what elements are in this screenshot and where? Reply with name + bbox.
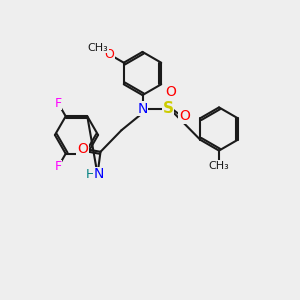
Text: O: O [166,85,176,99]
Text: O: O [105,48,114,61]
Text: CH₃: CH₃ [87,43,108,53]
Text: O: O [77,142,88,156]
Text: N: N [137,102,148,116]
Text: F: F [55,97,62,110]
Text: O: O [179,109,190,123]
Text: N: N [94,167,104,181]
Text: H: H [85,168,95,181]
Text: CH₃: CH₃ [208,160,230,171]
Text: F: F [55,160,62,173]
Text: S: S [163,101,173,116]
